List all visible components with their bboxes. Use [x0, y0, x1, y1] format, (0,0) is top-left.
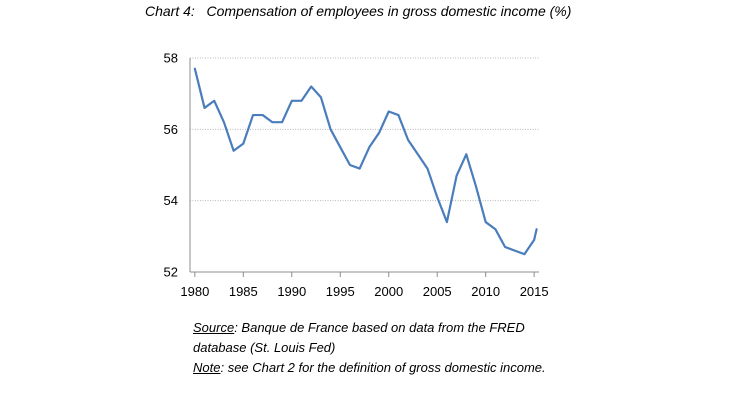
x-tick-label: 2010: [471, 284, 500, 299]
x-tick-label: 1995: [326, 284, 355, 299]
source-text: : Banque de France based on data from th…: [193, 320, 525, 355]
source-note: Source: Banque de France based on data f…: [193, 318, 553, 358]
source-label: Source: [193, 320, 235, 335]
x-tick-label: 2005: [423, 284, 452, 299]
note-text: : see Chart 2 for the definition of gros…: [220, 360, 546, 375]
y-tick-label: 56: [164, 122, 178, 137]
grid-lines: [189, 57, 539, 273]
x-tick-label: 1985: [229, 284, 258, 299]
y-tick-label: 52: [164, 265, 178, 280]
x-tick-label: 2000: [374, 284, 403, 299]
note-label: Note: [193, 360, 221, 375]
y-axis-ticks: 52 54 56 58: [164, 51, 178, 280]
x-tick-label: 1990: [277, 284, 306, 299]
definition-note: Note: see Chart 2 for the definition of …: [193, 358, 553, 378]
x-tick-label: 1980: [180, 284, 209, 299]
line-chart: 52 54 56 58 1980 1985 1990 1995 2000 2005 2010 201…: [164, 51, 549, 300]
chart-title: Chart 4: Compensation of employees in gr…: [145, 3, 572, 19]
series-line-0: [193, 67, 538, 256]
x-tick-label: 2015: [520, 284, 549, 299]
chart-notes: Source: Banque de France based on data f…: [193, 318, 553, 378]
x-axis-ticks: 1980 1985 1990 1995 2000 2005 2010 2015: [180, 272, 549, 299]
y-tick-label: 58: [164, 51, 178, 66]
series-group: [193, 67, 538, 256]
y-tick-label: 54: [164, 193, 178, 208]
